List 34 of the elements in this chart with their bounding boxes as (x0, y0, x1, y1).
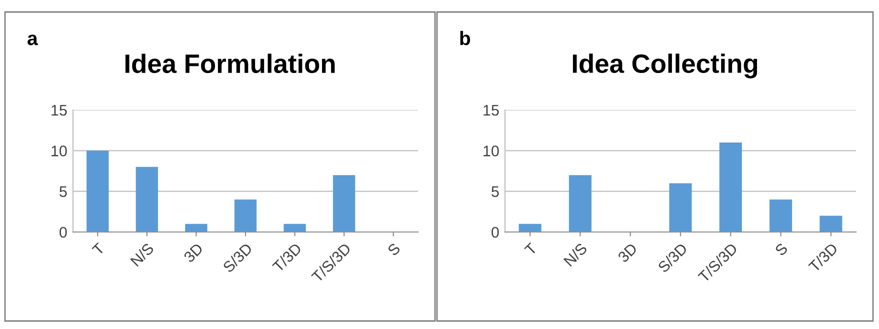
bar (568, 175, 592, 232)
y-tick-label: 5 (492, 186, 499, 198)
bar (669, 183, 692, 232)
chart-title: Idea Formulation (125, 54, 335, 74)
bar (86, 150, 109, 232)
x-tick-label: N/S (130, 242, 154, 267)
x-tick-label: T (524, 242, 538, 256)
bar (185, 224, 208, 232)
x-tick-label: S (386, 242, 401, 256)
y-tick-label: 0 (60, 226, 67, 238)
bar (284, 224, 306, 232)
x-tick-label: S (774, 242, 788, 256)
x-tick-label: T/3D (808, 242, 838, 273)
bar (518, 224, 542, 232)
bar (820, 216, 842, 232)
bar (234, 199, 257, 232)
x-tick-label: 3D (183, 242, 204, 264)
y-tick-label: 10 (484, 146, 499, 156)
bar (332, 175, 356, 232)
bar (719, 142, 742, 232)
x-tick-label: T/3D (272, 242, 302, 273)
bar (136, 166, 158, 232)
text: a (28, 34, 38, 46)
y-tick-label: 15 (484, 105, 499, 116)
text: b (460, 30, 470, 46)
x-tick-label: N/S (563, 242, 588, 267)
x-tick-label: T (92, 242, 106, 256)
y-tick-label: 10 (52, 146, 67, 156)
y-tick-label: 15 (52, 105, 67, 116)
x-tick-label: 3D (617, 242, 638, 264)
bar (770, 199, 792, 232)
y-tick-label: 0 (492, 226, 499, 238)
y-tick-label: 5 (60, 186, 67, 198)
chart-title: Idea Collecting (572, 54, 758, 78)
